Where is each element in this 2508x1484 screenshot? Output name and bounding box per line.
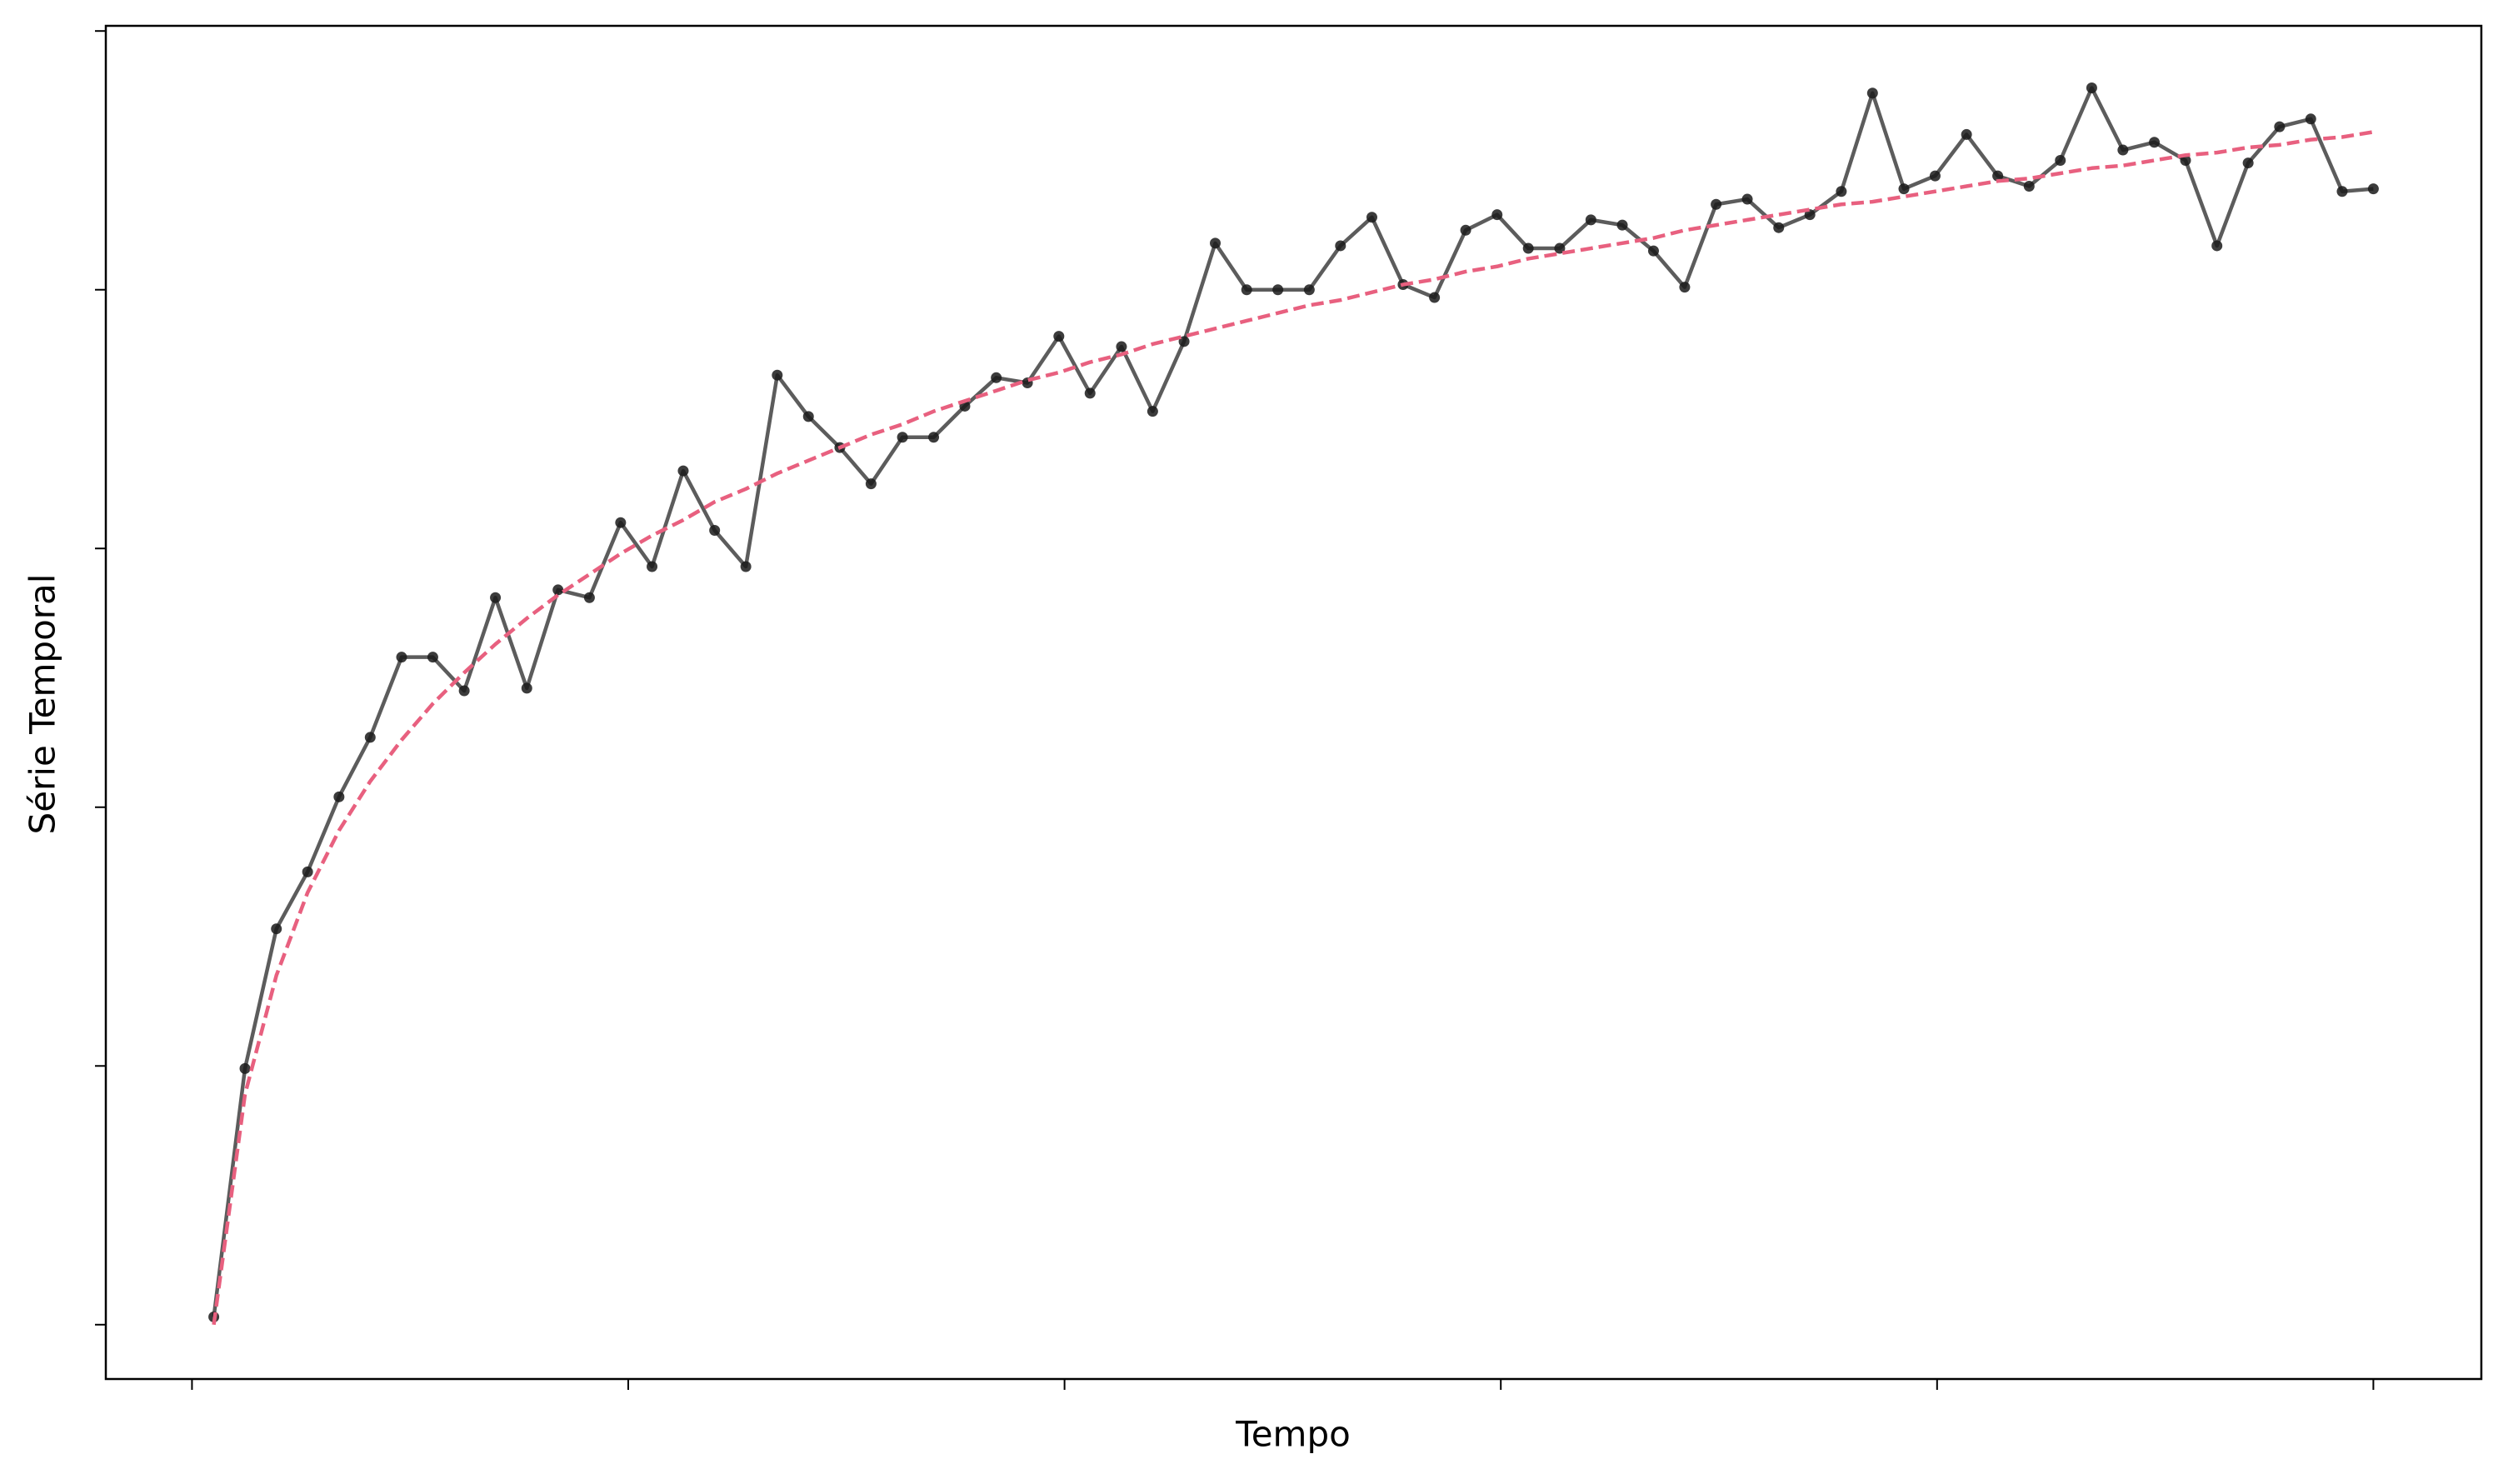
data-point [2336,186,2348,197]
data-point [427,652,438,663]
y-axis-label: Série Temporal [22,574,63,835]
data-point [271,923,282,935]
data-point [2211,240,2223,252]
data-point [1961,128,1972,140]
data-point [2242,157,2254,169]
data-point [1460,224,1471,236]
data-point [2367,183,2379,195]
data-point [1866,87,1878,99]
data-point [1741,193,1753,205]
series-line [212,86,2374,1317]
data-point [1241,284,1252,296]
data-point [1804,209,1816,221]
data-point [2086,82,2097,94]
data-point [2180,154,2191,166]
data-point [1554,242,1566,254]
data-point [1929,170,1941,182]
data-point [1898,183,1910,195]
data-point [615,517,627,528]
data-point [302,866,313,877]
data-point [928,432,940,443]
data-point [1272,284,1284,296]
data-point [897,432,908,443]
data-point [802,411,814,422]
data-point [991,372,1002,383]
fit-line [212,130,2374,1326]
data-point [709,525,721,537]
data-point [1585,214,1596,226]
data-point [490,592,502,603]
data-point [1992,170,2004,182]
data-point [1084,387,1096,399]
data-point [772,369,783,381]
data-point [2117,144,2129,156]
plot-frame [104,24,2483,1381]
data-point [2023,181,2035,192]
data-point [2149,137,2161,148]
data-point [1366,212,1377,223]
data-point [2055,154,2066,166]
data-point [1147,406,1158,417]
data-point [1836,186,1847,197]
data-point [1116,341,1127,352]
data-point [1616,219,1628,231]
data-point [2274,121,2286,132]
data-point [1647,245,1659,257]
x-axis-label: Tempo [1235,1414,1351,1455]
data-point [1335,240,1346,252]
data-point [239,1062,251,1074]
data-point [647,561,658,572]
data-point [333,791,345,802]
data-point [1210,237,1222,249]
data-point [1053,331,1065,342]
data-point [740,561,752,572]
data-point [364,732,376,743]
data-point [1679,282,1691,293]
data-point [2305,113,2316,125]
data-point [396,652,407,663]
data-point [1522,242,1534,254]
data-point [677,465,689,477]
data-point [583,592,595,603]
data-point [1773,222,1785,233]
data-point [552,584,564,596]
data-point [1303,284,1315,296]
data-point [521,682,532,694]
data-point [1491,209,1503,221]
data-point [458,685,470,697]
data-point [1429,292,1441,303]
data-point [1711,198,1722,210]
data-point [865,478,877,490]
